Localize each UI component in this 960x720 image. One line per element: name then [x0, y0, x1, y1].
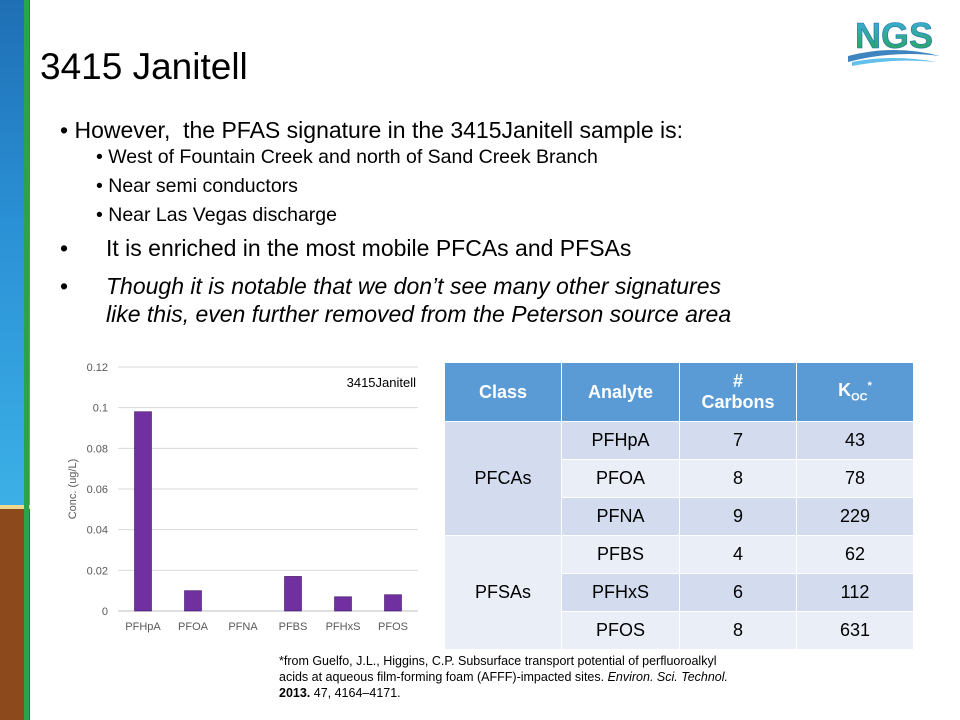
class-cell: PFCAs: [444, 421, 562, 536]
header-analyte: Analyte: [561, 362, 680, 422]
koc-cell: 112: [796, 573, 914, 612]
header-class: Class: [444, 362, 562, 422]
x-tick-label: PFHxS: [326, 621, 361, 633]
table-row: PFHxS 6 112: [445, 573, 914, 612]
sub-bullet: • Near semi conductors: [96, 175, 298, 197]
y-tick-label: 0.1: [93, 403, 108, 415]
ngs-logo: NGS: [848, 15, 940, 66]
analyte-cell: PFOA: [561, 459, 680, 498]
y-tick-label: 0.04: [87, 525, 108, 537]
x-tick-label: PFBS: [279, 621, 308, 633]
chart-y-ticks: 0 0.02 0.04 0.06 0.08 0.1 0.12: [87, 362, 108, 618]
analyte-cell: PFHxS: [561, 573, 680, 612]
carbons-cell: 7: [679, 421, 797, 460]
logo-letters: NGS: [855, 15, 933, 56]
carbons-cell: 8: [679, 611, 797, 650]
bullet-main-text: However, the PFAS signature in the 3415J…: [74, 117, 684, 143]
sub-bullet: • Near Las Vegas discharge: [96, 204, 337, 226]
journal-name: Environ. Sci. Technol.: [607, 670, 729, 684]
citation-footnote: *from Guelfo, J.L., Higgins, C.P. Subsur…: [275, 651, 743, 703]
koc-cell: 229: [796, 497, 914, 536]
header-carbons: # Carbons: [679, 362, 797, 422]
analyte-cell: PFNA: [561, 497, 680, 536]
bar-pfoa: [184, 590, 202, 612]
x-tick-label: PFNA: [228, 621, 258, 633]
carbons-cell: 8: [679, 459, 797, 498]
table-row: PFCAs PFHpA 7 43: [444, 421, 914, 536]
chart-x-ticks: PFHpA PFOA PFNA PFBS PFHxS PFOS: [125, 621, 408, 633]
analyte-cell: PFHpA: [561, 421, 680, 460]
table-row: PFOS 8 631: [445, 611, 914, 650]
page-title: 3415 Janitell: [40, 46, 248, 87]
bullet-main: • However, the PFAS signature in the 341…: [60, 117, 684, 143]
koc-cell: 631: [796, 611, 914, 650]
koc-cell: 62: [796, 535, 914, 574]
bar-pfos: [384, 594, 402, 612]
koc-cell: 78: [796, 459, 914, 498]
table-row: PFNA 9 229: [445, 497, 914, 536]
carbons-cell: 4: [679, 535, 797, 574]
chart-title: 3415Janitell: [347, 375, 416, 390]
x-tick-label: PFHpA: [125, 621, 161, 633]
y-tick-label: 0.12: [87, 362, 108, 374]
y-tick-label: 0.08: [87, 443, 108, 455]
table-row: PFSAs PFBS 4 62: [444, 535, 914, 650]
class-cell: PFSAs: [444, 535, 562, 650]
left-bar-green-stripe: [24, 0, 29, 720]
left-decorative-bar: [0, 0, 30, 720]
table-header-row: Class Analyte # Carbons KOC*: [444, 362, 914, 422]
carbons-cell: 6: [679, 573, 797, 612]
x-tick-label: PFOA: [178, 621, 209, 633]
concentration-bar-chart: 00.020.040.060.080.10.12 PFHpA PFOA PFNA PF…: [67, 362, 418, 633]
koc-cell: 43: [796, 421, 914, 460]
sub-bullet: • West of Fountain Creek and north of Sa…: [96, 146, 598, 168]
table-row: PFOA 8 78: [445, 459, 914, 498]
y-tick-label: 0.06: [87, 484, 108, 496]
x-tick-label: PFOS: [378, 621, 408, 633]
chart-gridlines: [118, 366, 418, 612]
bar-pfbs: [284, 576, 302, 612]
y-tick-label: 0: [102, 606, 108, 618]
carbons-cell: 9: [679, 497, 797, 536]
y-tick-label: 0.02: [87, 565, 108, 577]
analyte-cell: PFBS: [561, 535, 680, 574]
left-bar-divider: [0, 505, 30, 509]
analyte-cell: PFOS: [561, 611, 680, 650]
header-koc: KOC*: [796, 362, 914, 422]
bar-pfhpa: [134, 411, 152, 612]
koc-table: Class Analyte # Carbons KOC* PFCAs PFHpA …: [444, 362, 914, 650]
citation-year: 2013.: [279, 686, 311, 700]
bar-pfhxs: [334, 596, 352, 612]
chart-bars: [134, 411, 402, 612]
chart-y-axis-label: Conc. (ug/L): [67, 459, 79, 520]
